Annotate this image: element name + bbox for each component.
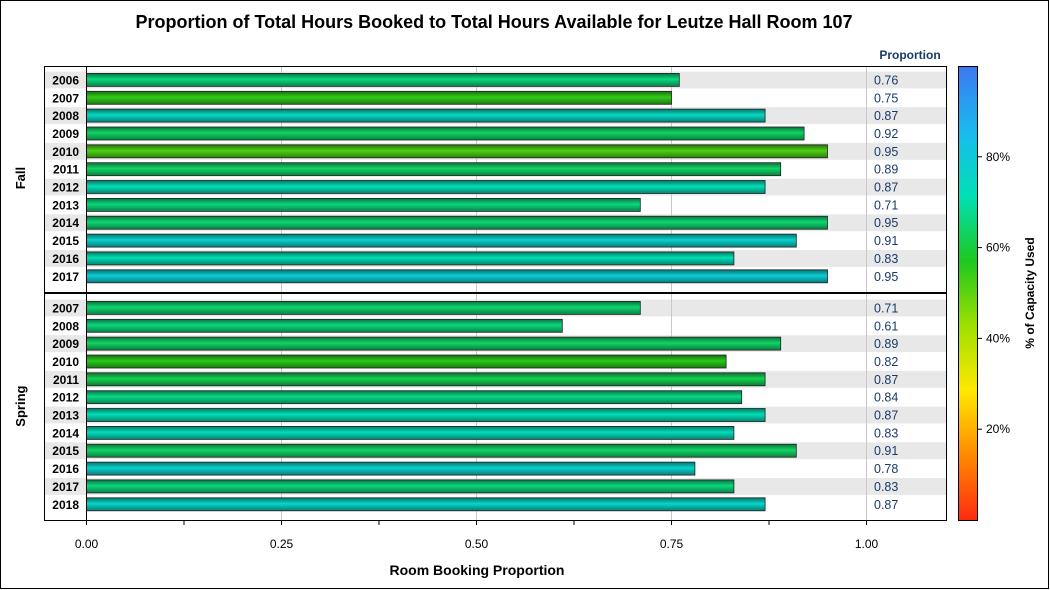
bar [86, 461, 696, 476]
category-label: 2018 [52, 498, 79, 512]
bar [86, 479, 735, 494]
bar [86, 126, 805, 141]
category-label: 2015 [52, 234, 79, 248]
category-label: 2010 [52, 355, 79, 369]
colorbar-tick-label: 60% [986, 241, 1010, 255]
category-label: 2007 [52, 91, 79, 105]
bar [86, 144, 828, 159]
value-label: 0.83 [874, 480, 898, 494]
value-label: 0.95 [874, 216, 898, 230]
value-column-header: Proportion [879, 48, 940, 62]
group-label: Spring [13, 385, 28, 426]
bar [86, 251, 735, 266]
group-label: Fall [13, 167, 28, 189]
bar [86, 336, 782, 351]
category-label: 2011 [53, 373, 79, 387]
colorbar-tick-label: 20% [986, 422, 1010, 436]
value-label: 0.76 [874, 73, 898, 87]
x-tick-label: 0.75 [660, 537, 684, 551]
bar [86, 215, 828, 230]
category-label: 2011 [53, 163, 79, 177]
colorbar-tick-label: 40% [986, 331, 1010, 345]
value-label: 0.87 [874, 109, 898, 123]
category-label: 2013 [52, 198, 79, 212]
bar [86, 318, 563, 333]
chart-title: Proportion of Total Hours Booked to Tota… [135, 12, 852, 32]
value-label: 0.75 [874, 91, 898, 105]
category-label: 2009 [52, 127, 79, 141]
value-label: 0.61 [874, 319, 898, 333]
colorbar: 20% 40% 60% 80% % of Capacity Used [958, 66, 1037, 521]
colorbar-label: % of Capacity Used [1023, 237, 1037, 348]
bar [86, 300, 641, 315]
bar [86, 497, 766, 512]
value-label: 0.95 [874, 145, 898, 159]
category-label: 2010 [52, 145, 79, 159]
x-tick-label: 0.25 [270, 537, 294, 551]
bar [86, 390, 743, 405]
value-label: 0.82 [874, 355, 898, 369]
category-label: 2008 [52, 319, 79, 333]
value-label: 0.83 [874, 252, 898, 266]
category-label: 2007 [52, 301, 79, 315]
bar [86, 108, 766, 123]
value-label: 0.78 [874, 462, 898, 476]
bar [86, 162, 782, 177]
colorbar-scale [958, 66, 978, 521]
value-label: 0.87 [874, 373, 898, 387]
value-label: 0.89 [874, 337, 898, 351]
x-tick-label: 1.00 [855, 537, 879, 551]
group-labels: Fall Spring [13, 167, 28, 427]
value-label: 0.92 [874, 127, 898, 141]
x-tick-label: 0.50 [465, 537, 489, 551]
category-label: 2006 [52, 73, 79, 87]
bar [86, 408, 766, 422]
bar [86, 73, 680, 87]
x-axis-label: Room Booking Proportion [390, 562, 565, 578]
x-tick-label: 0.00 [75, 537, 99, 551]
value-label: 0.87 [874, 181, 898, 195]
value-label: 0.71 [874, 301, 898, 315]
bar [86, 425, 735, 440]
value-label: 0.84 [874, 391, 898, 405]
category-label: 2008 [52, 109, 79, 123]
bar [86, 372, 766, 387]
category-label: 2012 [52, 391, 79, 405]
category-label: 2017 [52, 480, 79, 494]
category-label: 2013 [52, 409, 79, 423]
category-label: 2012 [52, 181, 79, 195]
value-label: 0.89 [874, 163, 898, 177]
value-label: 0.71 [874, 198, 898, 212]
bars [86, 73, 828, 512]
category-label: 2017 [52, 270, 79, 284]
category-label: 2016 [52, 462, 79, 476]
bar [86, 443, 797, 458]
category-label: 2014 [52, 216, 79, 230]
value-label: 0.87 [874, 498, 898, 512]
bar [86, 180, 766, 194]
category-label: 2015 [52, 444, 79, 458]
bar [86, 233, 797, 248]
value-label: 0.91 [874, 234, 898, 248]
value-label: 0.87 [874, 409, 898, 423]
category-label: 2009 [52, 337, 79, 351]
colorbar-tick-label: 80% [986, 150, 1010, 164]
value-label: 0.91 [874, 444, 898, 458]
x-axis: 0.00 0.25 0.50 0.75 1.00 [75, 520, 879, 551]
category-label: 2016 [52, 252, 79, 266]
bar [86, 197, 641, 212]
labels: 2006 0.76 2007 0.75 2008 0.87 2009 0.92 2010 0.95… [52, 73, 898, 511]
bar [86, 354, 727, 369]
value-label: 0.83 [874, 426, 898, 440]
bar [86, 269, 828, 284]
category-label: 2014 [52, 426, 79, 440]
value-label: 0.95 [874, 270, 898, 284]
bar [86, 90, 672, 105]
